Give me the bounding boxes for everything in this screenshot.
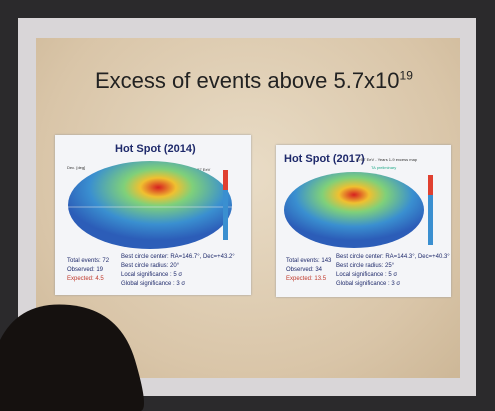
text-line: Observed: 34 bbox=[286, 267, 323, 273]
text-line: Global significance : 3 σ bbox=[121, 281, 186, 287]
panel-note: TA preliminary bbox=[371, 165, 397, 170]
color-bar bbox=[428, 175, 433, 195]
stats-right: Best circle center: RA=144.3°, Dec=+40.3… bbox=[336, 253, 450, 289]
title-exponent: 19 bbox=[399, 68, 413, 83]
head-silhouette bbox=[0, 304, 144, 411]
text-line: Local significance : 5 σ bbox=[121, 272, 183, 278]
text-line: Best circle center: RA=146.7°, Dec=+43.2… bbox=[121, 254, 235, 260]
stats-right: Best circle center: RA=146.7°, Dec=+43.2… bbox=[121, 253, 235, 289]
energy-label: E > 57 EeV bbox=[190, 167, 211, 172]
color-bar bbox=[223, 170, 228, 190]
text-line: Best circle radius: 20° bbox=[121, 263, 180, 269]
text-line: Total events: 72 bbox=[67, 258, 110, 264]
text-line: Best circle center: RA=144.3°, Dec=+40.3… bbox=[336, 254, 450, 260]
text-line: Observed: 19 bbox=[67, 267, 104, 273]
text-line: Total events: 143 bbox=[286, 258, 332, 264]
panel-title: Hot Spot (2017) bbox=[284, 153, 365, 165]
sky-map bbox=[68, 161, 232, 249]
map-ellipse bbox=[68, 161, 232, 249]
text-line: Expected: 13.5 bbox=[286, 276, 327, 282]
axis-label: Dec. [deg] bbox=[67, 165, 86, 170]
stats-left: Total events: 143 Observed: 34 Expected: 1… bbox=[286, 257, 331, 284]
panel-subtitle: E>57 EeV - Years 1-9 excess map bbox=[356, 157, 418, 162]
sky-map bbox=[284, 172, 433, 248]
panel-title: Hot Spot (2014) bbox=[115, 143, 196, 155]
title-text: Excess of events above 5.7x10 bbox=[95, 68, 400, 93]
map-ellipse bbox=[284, 172, 424, 248]
text-line: Expected: 4.5 bbox=[67, 276, 104, 282]
text-line: Best circle radius: 25° bbox=[336, 263, 395, 269]
slide-title: Excess of events above 5.7x1019 bbox=[95, 68, 413, 94]
panel-2014: Hot Spot (2014) Dec. [deg] E > 57 EeV R.… bbox=[55, 135, 251, 295]
stats-left: Total events: 72 Observed: 19 Expected: 4.… bbox=[67, 257, 109, 284]
color-bar bbox=[428, 175, 433, 245]
color-bar bbox=[223, 170, 228, 240]
panel-2017: Hot Spot (2017) E>57 EeV - Years 1-9 exc… bbox=[276, 145, 451, 297]
text-line: Global significance : 3 σ bbox=[336, 281, 401, 287]
text-line: Local significance : 5 σ bbox=[336, 272, 398, 278]
